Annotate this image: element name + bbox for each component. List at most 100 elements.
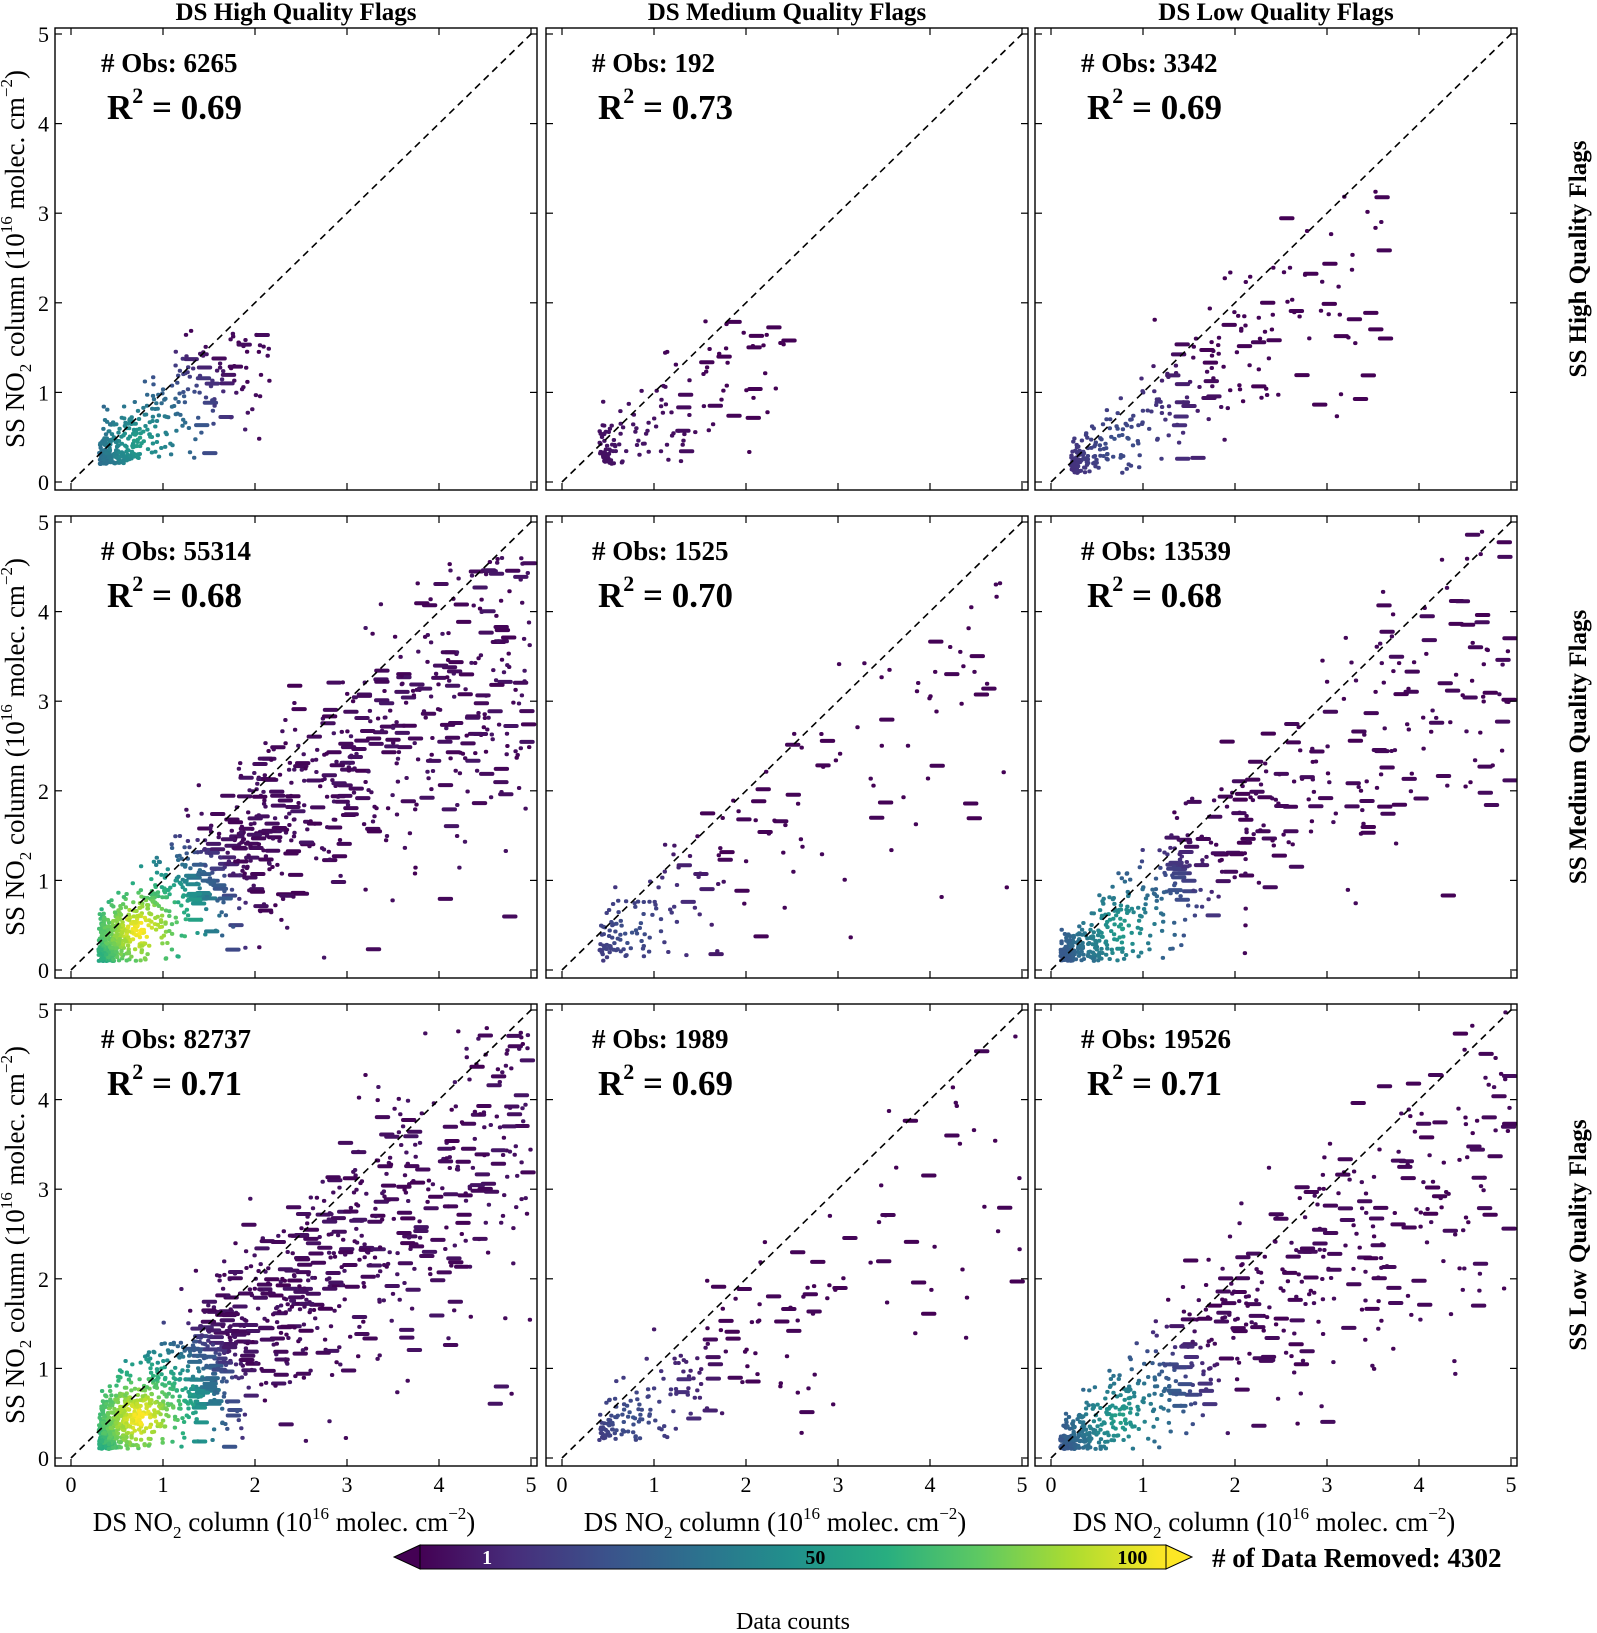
hexbin-cell	[1017, 1176, 1022, 1181]
hexbin-cell	[1100, 422, 1106, 427]
hexbin-cell	[352, 1168, 358, 1172]
hexbin-cell	[607, 426, 613, 431]
hexbin-cell	[185, 839, 191, 843]
hexbin-cell	[413, 1142, 418, 1147]
hexbin-cell	[250, 872, 266, 876]
hexbin-cell	[201, 1385, 218, 1390]
hexbin-cell	[283, 718, 288, 722]
hexbin-cell	[238, 830, 243, 835]
hexbin-cell	[118, 1414, 124, 1418]
hexbin-cell	[159, 913, 165, 918]
hexbin-cell	[446, 1336, 451, 1341]
hexbin-cell	[441, 807, 457, 812]
hexbin-cell	[784, 1354, 790, 1359]
hexbin-cell	[778, 1381, 783, 1386]
hexbin-cell	[876, 1220, 882, 1225]
hexbin-cell	[238, 773, 244, 778]
hexbin-cell	[202, 1381, 218, 1386]
hexbin-cell	[329, 1373, 335, 1377]
hexbin-cell	[1274, 804, 1290, 808]
hexbin-cell	[1310, 746, 1315, 751]
hexbin-cell	[252, 1253, 257, 1258]
hexbin-cell	[1103, 940, 1108, 945]
hexbin-cell	[1258, 828, 1263, 833]
hexbin-cell	[619, 460, 625, 465]
hexbin-cell	[1256, 880, 1262, 885]
hexbin-cell	[1120, 1412, 1126, 1417]
hexbin-cell	[258, 1325, 274, 1330]
hexbin-cell	[1351, 1223, 1356, 1228]
hexbin-cell	[1076, 953, 1082, 958]
hexbin-cell	[150, 441, 156, 446]
hexbin-cell	[1389, 749, 1394, 753]
hexbin-cell	[398, 654, 403, 659]
hexbin-cell	[327, 1419, 332, 1424]
hexbin-cell	[431, 675, 447, 680]
hexbin-cell	[448, 660, 464, 665]
hexbin-cell	[523, 1102, 528, 1107]
hexbin-cell	[132, 947, 138, 952]
hexbin-cell	[618, 431, 623, 436]
hexbin-cell	[658, 449, 664, 454]
hexbin-cell	[1505, 1129, 1511, 1133]
hexbin-cell	[833, 1287, 838, 1292]
hexbin-cell	[1400, 1176, 1416, 1181]
hexbin-cell	[1209, 366, 1214, 370]
hexbin-cell	[303, 1438, 309, 1443]
hexbin-cell	[150, 898, 155, 903]
hexbin-cell	[142, 915, 148, 920]
hexbin-cell	[210, 812, 226, 816]
hexbin-cell	[351, 1315, 368, 1319]
hexbin-cell	[505, 1174, 510, 1179]
hexbin-cell	[279, 893, 295, 898]
hexbin-cell	[293, 1289, 309, 1294]
hexbin-cell	[285, 805, 301, 809]
hexbin-cell	[1143, 910, 1148, 915]
hexbin-cell	[326, 1232, 331, 1237]
hexbin-cell	[377, 1164, 393, 1169]
hexbin-cell	[1390, 612, 1396, 617]
hexbin-cell	[415, 1167, 431, 1172]
hexbin-cell	[868, 776, 873, 781]
hexbin-cell	[1229, 1281, 1234, 1286]
hexbin-cell	[600, 423, 605, 428]
hexbin-cell	[204, 352, 209, 357]
hexbin-cell	[1192, 1329, 1197, 1334]
hexbin-cell	[720, 816, 725, 820]
hexbin-cell	[238, 1361, 244, 1366]
hexbin-cell	[216, 831, 222, 836]
hexbin-cell	[124, 892, 129, 896]
hexbin-cell	[308, 1308, 313, 1312]
hexbin-cell	[1353, 341, 1358, 346]
hexbin-cell	[176, 1398, 181, 1403]
hexbin-cell	[178, 1340, 184, 1345]
hexbin-cell	[607, 1423, 612, 1428]
hexbin-cell	[163, 444, 168, 449]
hexbin-cell	[361, 1281, 366, 1285]
hexbin-cell	[1110, 884, 1115, 889]
hexbin-cell	[521, 1119, 526, 1124]
hexbin-cell	[1353, 678, 1359, 683]
hexbin-cell	[1201, 1369, 1206, 1374]
hexbin-cell	[703, 1345, 708, 1350]
hexbin-cell	[185, 1368, 190, 1373]
hexbin-cell	[253, 904, 269, 909]
hexbin-cell	[179, 1444, 184, 1449]
hexbin-cell	[196, 783, 201, 788]
hexbin-cell	[517, 1046, 522, 1051]
hexbin-cell	[262, 773, 267, 778]
hexbin-cell	[602, 431, 607, 436]
hexbin-cell	[1097, 908, 1103, 913]
hexbin-cell	[142, 379, 148, 384]
hexbin-cell	[136, 1427, 142, 1432]
hexbin-cell	[1059, 939, 1064, 944]
hexbin-cell	[1247, 363, 1252, 368]
hexbin-cell	[727, 1375, 743, 1380]
hexbin-cell	[687, 378, 692, 383]
hexbin-cell	[112, 910, 118, 915]
hexbin-cell	[1096, 1430, 1101, 1435]
hexbin-cell	[520, 1106, 525, 1111]
hexbin-cell	[772, 818, 777, 823]
hexbin-cell	[1322, 261, 1338, 266]
